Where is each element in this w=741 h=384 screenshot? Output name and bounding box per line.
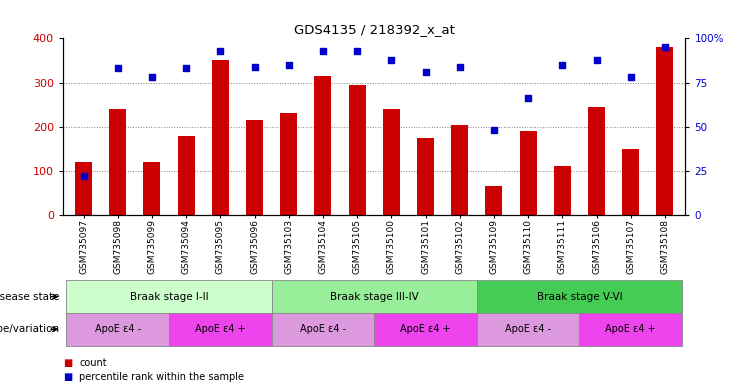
Text: ApoE ε4 +: ApoE ε4 + [195, 324, 245, 334]
Bar [476, 313, 579, 346]
Bar [485, 186, 502, 215]
Point [283, 62, 295, 68]
Bar [272, 313, 374, 346]
Text: count: count [79, 358, 107, 368]
Bar [75, 162, 92, 215]
Point [112, 65, 124, 71]
Bar [314, 76, 331, 215]
Bar [178, 136, 195, 215]
Point [385, 56, 397, 63]
Text: Braak stage V-VI: Braak stage V-VI [536, 291, 622, 302]
Point [317, 48, 329, 54]
Bar [417, 138, 434, 215]
Point [180, 65, 192, 71]
Bar [67, 313, 169, 346]
Point [146, 74, 158, 80]
Point [248, 64, 260, 70]
Bar [280, 114, 297, 215]
Bar [212, 60, 229, 215]
Bar [143, 162, 161, 215]
Bar [588, 107, 605, 215]
Bar [348, 85, 365, 215]
Text: Braak stage I-II: Braak stage I-II [130, 291, 208, 302]
Point [453, 64, 465, 70]
Bar [554, 167, 571, 215]
Title: GDS4135 / 218392_x_at: GDS4135 / 218392_x_at [293, 23, 455, 36]
Text: Braak stage III-IV: Braak stage III-IV [330, 291, 419, 302]
Text: ApoE ε4 -: ApoE ε4 - [300, 324, 346, 334]
Bar [657, 47, 674, 215]
Bar [109, 109, 126, 215]
Point [556, 62, 568, 68]
Point [419, 69, 431, 75]
Text: disease state: disease state [0, 291, 59, 302]
Point [351, 48, 363, 54]
Point [522, 95, 534, 101]
Bar [374, 313, 476, 346]
Point [214, 48, 226, 54]
Point [488, 127, 500, 133]
Bar [476, 280, 682, 313]
Bar [169, 313, 272, 346]
Text: ApoE ε4 -: ApoE ε4 - [95, 324, 141, 334]
Point [591, 56, 602, 63]
Point [659, 44, 671, 50]
Bar [67, 280, 272, 313]
Text: ■: ■ [63, 358, 72, 368]
Bar [579, 313, 682, 346]
Text: genotype/variation: genotype/variation [0, 324, 59, 334]
Bar [272, 280, 476, 313]
Text: percentile rank within the sample: percentile rank within the sample [79, 372, 245, 382]
Bar [383, 109, 400, 215]
Bar [246, 120, 263, 215]
Point [78, 173, 90, 179]
Text: ApoE ε4 -: ApoE ε4 - [505, 324, 551, 334]
Text: ■: ■ [63, 372, 72, 382]
Point [625, 74, 637, 80]
Text: ApoE ε4 +: ApoE ε4 + [400, 324, 451, 334]
Bar [451, 124, 468, 215]
Text: ApoE ε4 +: ApoE ε4 + [605, 324, 656, 334]
Bar [519, 131, 536, 215]
Bar [622, 149, 639, 215]
